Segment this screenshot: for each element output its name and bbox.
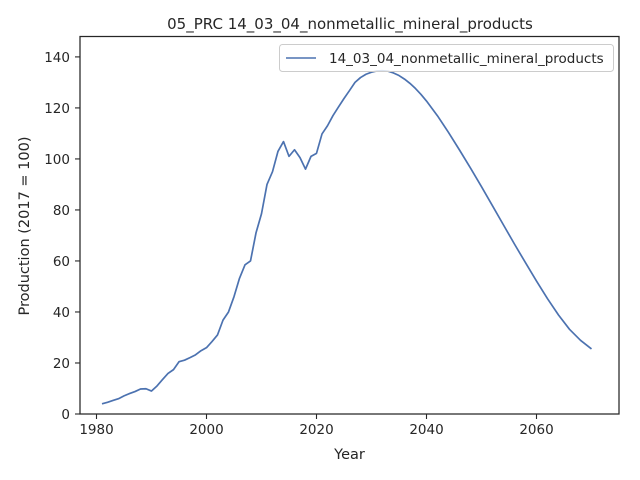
x-tick-label: 1980 — [79, 422, 113, 438]
y-tick-label: 40 — [53, 305, 70, 321]
plot-frame — [79, 35, 620, 415]
legend-box — [279, 44, 614, 72]
x-axis-title: Year — [333, 447, 365, 463]
x-tick-label: 2020 — [299, 422, 333, 438]
y-tick-label: 140 — [44, 50, 70, 66]
y-axis: 0 20 40 60 80 100 120 140 — [44, 50, 80, 423]
y-tick-label: 60 — [53, 254, 70, 270]
x-tick-label: 2060 — [519, 422, 553, 438]
plot-lines — [101, 69, 593, 405]
y-tick-label: 120 — [44, 101, 70, 117]
y-tick-label: 20 — [53, 356, 70, 372]
x-tick-label: 2040 — [409, 422, 443, 438]
y-tick-label: 80 — [53, 203, 70, 219]
legend: 14_03_04_nonmetallic_mineral_products — [279, 44, 614, 72]
x-tick-label: 2000 — [189, 422, 223, 438]
y-tick-label: 100 — [44, 152, 70, 168]
series-line-0 — [101, 69, 593, 405]
x-axis: 1980 2000 2020 2040 2060 — [79, 414, 554, 438]
chart-title: 05_PRC 14_03_04_nonmetallic_mineral_prod… — [167, 15, 533, 34]
y-axis-title: Production (2017 = 100) — [17, 136, 33, 315]
legend-label: 14_03_04_nonmetallic_mineral_products — [329, 51, 604, 67]
y-tick-label: 0 — [61, 407, 70, 423]
